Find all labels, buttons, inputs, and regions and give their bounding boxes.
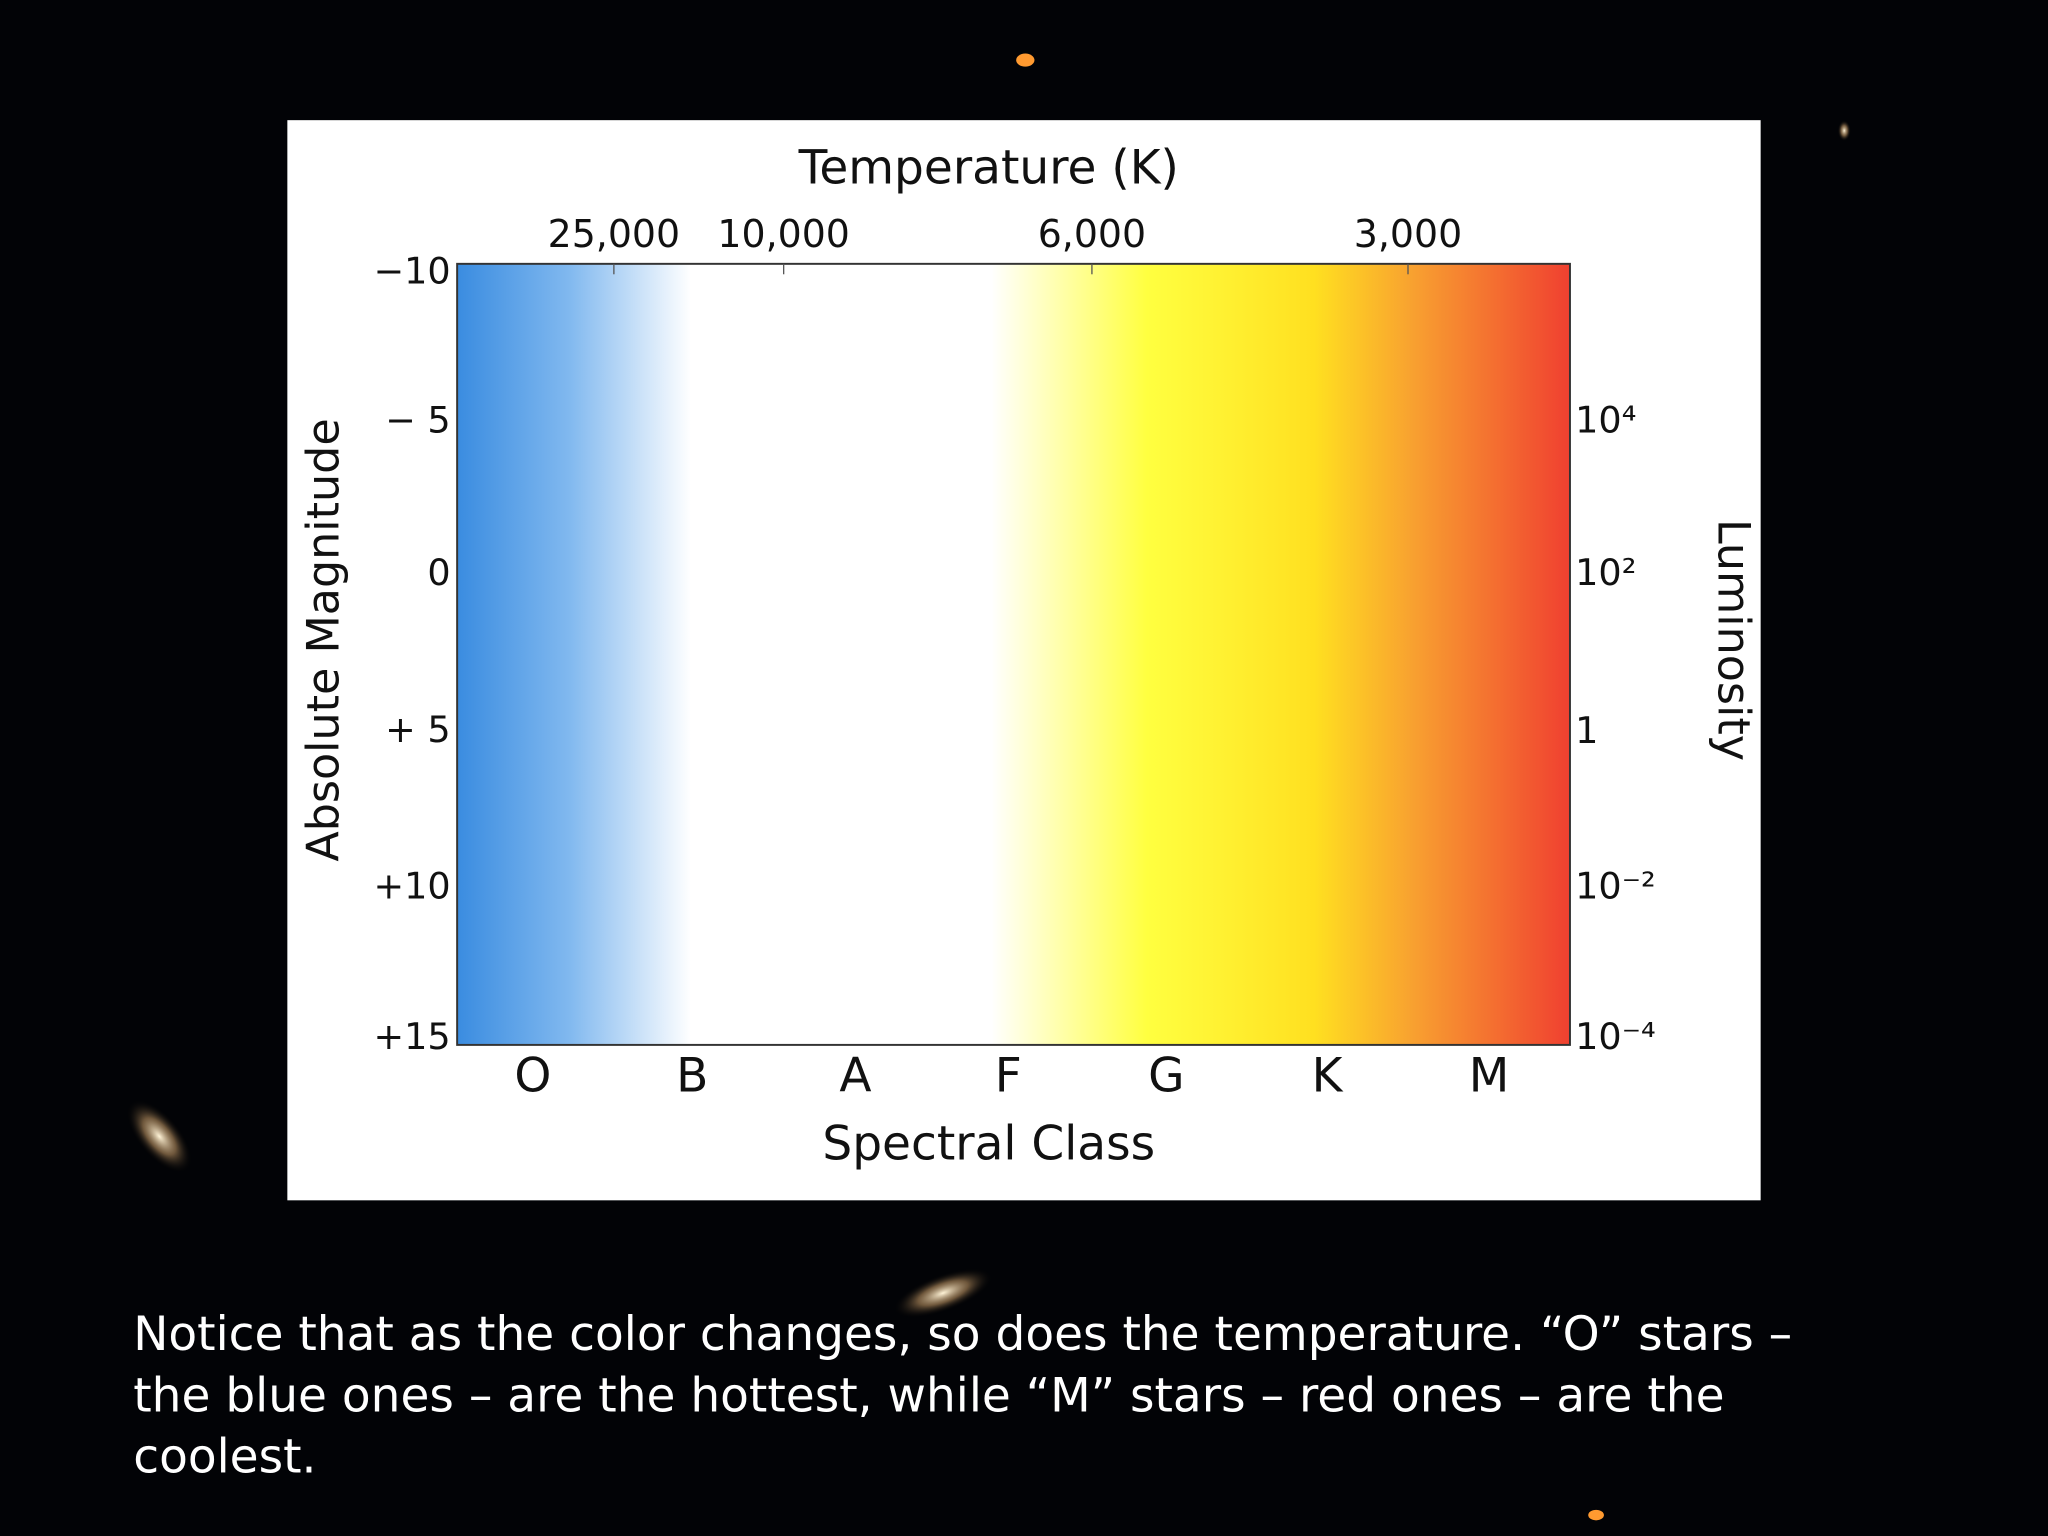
caption-line: coolest. xyxy=(133,1430,316,1485)
caption-line: Notice that as the color changes, so doe… xyxy=(133,1307,1792,1362)
left-axis-title: Absolute Magnitude xyxy=(299,418,350,861)
galaxy xyxy=(893,1268,993,1318)
caption: Notice that as the color changes, so doe… xyxy=(133,1307,1792,1485)
right-tick-label: 10⁻⁴ xyxy=(1575,1015,1655,1058)
caption-line: the blue ones – are the hottest, while “… xyxy=(133,1368,1724,1423)
left-tick-label: −10 xyxy=(373,249,450,292)
spectral-class-label: A xyxy=(839,1048,871,1103)
figure: Temperature (K) Spectral Class Absolute … xyxy=(287,120,1761,1201)
spectral-class-label: G xyxy=(1148,1048,1184,1103)
right-tick-label: 10⁻² xyxy=(1575,865,1655,908)
top-tick-label: 25,000 xyxy=(548,212,680,256)
right-tick-label: 10² xyxy=(1575,551,1636,594)
left-tick-label: +15 xyxy=(373,1015,450,1058)
spectral-class-label: K xyxy=(1312,1048,1344,1103)
right-axis-title: Luminosity xyxy=(1708,519,1759,761)
top-tick-label: 6,000 xyxy=(1038,212,1146,256)
plot-area xyxy=(456,262,1571,1046)
spectral-class-label: O xyxy=(514,1048,551,1103)
galaxy xyxy=(126,1099,193,1173)
left-tick-label: − 5 xyxy=(385,398,451,441)
left-tick-label: + 5 xyxy=(385,708,451,751)
spectral-class-label: B xyxy=(676,1048,708,1103)
right-tick-label: 10⁴ xyxy=(1575,398,1636,441)
galaxy xyxy=(1837,120,1851,142)
star xyxy=(1588,1509,1604,1521)
star xyxy=(1016,53,1035,67)
left-tick-label: +10 xyxy=(373,865,450,908)
top-tick-label: 3,000 xyxy=(1354,212,1462,256)
spectral-class-label: M xyxy=(1469,1048,1510,1103)
top-tick-label: 10,000 xyxy=(717,212,849,256)
spectral-class-label: F xyxy=(995,1048,1022,1103)
bottom-axis-title: Spectral Class xyxy=(822,1116,1155,1171)
left-tick-label: 0 xyxy=(427,551,450,594)
top-axis-title: Temperature (K) xyxy=(798,141,1179,196)
right-tick-label: 1 xyxy=(1575,709,1598,752)
